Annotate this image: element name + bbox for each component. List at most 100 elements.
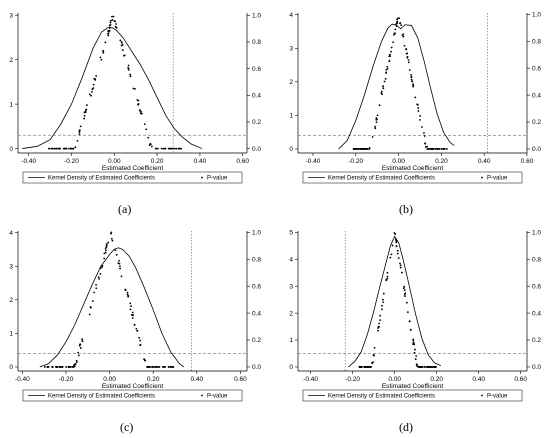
pvalue-point: [114, 25, 117, 28]
right-tick-label: 0.0: [252, 146, 261, 153]
pvalue-point: [88, 93, 91, 96]
pvalue-point: [423, 132, 425, 134]
right-tick-label: 0.4: [252, 310, 261, 317]
pvalue-point: [408, 320, 411, 323]
x-tick-label: 0.60: [514, 376, 527, 383]
left-tick-label: 3: [289, 45, 293, 52]
pvalue-point: [417, 107, 420, 109]
pvalue-point: [360, 148, 362, 150]
right-tick-label: 0.8: [252, 256, 261, 263]
pvalue-point: [74, 146, 77, 149]
right-tick-label: 0.8: [252, 39, 261, 46]
pvalue-point: [384, 77, 387, 80]
pvalue-point: [390, 46, 393, 49]
pvalue-point: [99, 272, 102, 275]
pvalue-point: [431, 366, 434, 368]
pvalue-point: [378, 325, 380, 328]
pvalue-point: [375, 117, 378, 119]
x-tick-label: -0.40: [15, 376, 30, 383]
right-tick-label: 0.8: [532, 38, 541, 45]
pvalue-point: [173, 147, 175, 150]
kernel-density-curve: [22, 27, 203, 149]
pvalue-point: [414, 348, 416, 351]
pvalue-point: [160, 147, 163, 150]
pvalue-point: [403, 44, 406, 47]
pvalue-point: [84, 109, 87, 112]
pvalue-point: [388, 53, 391, 56]
right-tick-label: 0.6: [252, 66, 261, 73]
pvalue-point: [407, 59, 410, 61]
pvalue-point: [401, 271, 403, 274]
pvalue-point: [410, 78, 413, 81]
pvalue-point: [403, 285, 406, 288]
pvalue-point: [410, 76, 413, 79]
pvalue-point: [90, 94, 92, 97]
left-tick-label: 1: [9, 101, 13, 108]
pvalue-point: [132, 314, 135, 317]
pvalue-point: [402, 35, 405, 38]
pvalue-point: [429, 148, 431, 150]
pvalue-point: [79, 343, 81, 346]
x-axis-title: Estimated Coefficient: [102, 383, 163, 390]
x-tick-label: 0.20: [435, 158, 448, 165]
x-tick-label: 0.40: [194, 158, 207, 165]
panel-label-d: (d): [399, 420, 413, 434]
pvalue-point: [361, 148, 364, 150]
pvalue-point: [98, 278, 100, 280]
pvalue-point: [378, 322, 380, 325]
pvalue-point: [386, 65, 389, 68]
pvalue-point: [136, 99, 139, 101]
pvalue-point: [407, 61, 410, 64]
pvalue-point: [168, 366, 170, 368]
pvalue-point: [131, 317, 134, 319]
pvalue-point: [390, 253, 393, 256]
pvalue-point: [93, 291, 96, 294]
legend-box: [302, 389, 523, 402]
pvalue-point: [107, 32, 110, 35]
pvalue-point: [109, 19, 112, 22]
pvalue-point: [69, 147, 72, 150]
x-tick-label: 0.40: [472, 376, 485, 383]
pvalue-point: [100, 58, 103, 61]
pvalue-point: [377, 329, 379, 332]
pvalue-point: [110, 238, 113, 240]
pvalue-point: [383, 80, 386, 83]
legend-pvalue-label: P-value: [207, 394, 228, 400]
pvalue-point: [399, 262, 401, 265]
pvalue-point: [369, 366, 372, 368]
legend-point-swatch: [201, 394, 203, 397]
pvalue-point: [431, 148, 434, 150]
pvalue-point: [382, 292, 385, 295]
pvalue-point: [386, 275, 389, 278]
pvalue-point: [371, 136, 374, 138]
pvalue-point: [363, 366, 365, 368]
right-tick-label: 0.4: [252, 92, 261, 99]
pvalue-point: [419, 119, 421, 121]
pvalue-point: [399, 21, 402, 24]
pvalue-point: [112, 15, 115, 18]
pvalue-point: [79, 347, 82, 349]
pvalue-point: [385, 68, 388, 71]
pvalue-point: [101, 266, 103, 268]
pvalue-point: [139, 112, 142, 115]
pvalue-point: [396, 252, 399, 255]
legend-kernel-label: Kernel Density of Estimated Coefficients: [48, 394, 155, 400]
x-tick-label: 0.00: [103, 376, 116, 383]
pvalue-point: [409, 329, 412, 331]
pvalue-point: [373, 346, 376, 349]
pvalue-point: [114, 249, 117, 252]
panel-label-a: (a): [118, 202, 132, 216]
pvalue-point: [88, 313, 91, 316]
pvalue-point: [372, 361, 375, 364]
legend-point-swatch: [481, 176, 483, 179]
pvalue-point: [139, 339, 142, 342]
pvalue-point: [438, 148, 441, 150]
pvalue-point: [399, 264, 402, 267]
pvalue-point: [139, 343, 142, 346]
pvalue-point: [440, 148, 443, 150]
pvalue-point: [376, 114, 379, 117]
pvalue-point: [78, 131, 81, 134]
x-tick-label: 0.00: [388, 376, 401, 383]
pvalue-point: [113, 19, 116, 22]
chart-panel-a: 0 1 2 3 0.0 0.2 0.4 0.6 0.8 1.0 -0.40 -0.20 0.00 0.20…: [9, 12, 261, 184]
